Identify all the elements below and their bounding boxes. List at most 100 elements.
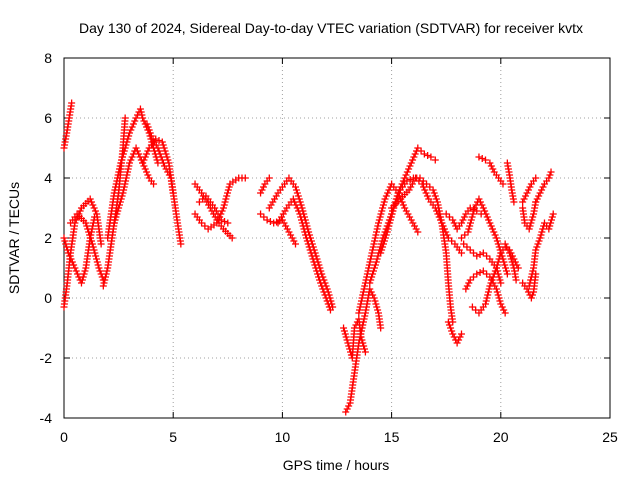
data-point [492, 234, 500, 242]
data-point [498, 303, 506, 311]
data-point [89, 243, 97, 251]
data-point [380, 237, 388, 245]
data-point [492, 264, 500, 272]
data-point [478, 155, 486, 162]
data-point [154, 144, 162, 152]
data-point [111, 216, 119, 224]
data-point [169, 189, 177, 197]
data-point [357, 300, 365, 308]
data-point [496, 297, 504, 305]
data-point [376, 213, 384, 221]
data-point [312, 264, 320, 272]
data-point [442, 228, 450, 236]
data-point [295, 195, 303, 203]
data-point [373, 225, 381, 233]
series-arc-36 [532, 168, 555, 206]
series-arc-24 [442, 204, 485, 233]
data-point [216, 213, 224, 221]
data-point [501, 240, 509, 248]
data-point [466, 246, 474, 254]
data-point [366, 279, 374, 287]
data-point [309, 255, 317, 263]
data-point [369, 246, 377, 254]
data-point [143, 168, 151, 176]
data-point [115, 201, 123, 209]
data-point [366, 258, 374, 266]
data-point [356, 333, 364, 341]
x-axis-label: GPS time / hours [283, 457, 390, 473]
series-arc-34 [519, 270, 540, 302]
data-point [140, 162, 148, 170]
data-point [260, 213, 268, 221]
data-point [545, 225, 553, 233]
data-point [512, 276, 520, 284]
data-point [304, 240, 312, 248]
data-point [486, 282, 494, 290]
data-point [292, 240, 300, 248]
data-point [534, 240, 542, 248]
data-point [432, 195, 440, 203]
chart-title: Day 130 of 2024, Sidereal Day-to-day VTE… [79, 20, 583, 36]
data-point [387, 213, 395, 221]
data-point [123, 171, 131, 179]
data-point [293, 189, 301, 197]
data-point [496, 276, 504, 284]
data-point [372, 258, 380, 266]
data-point [449, 216, 457, 224]
x-tick-label: 10 [275, 429, 291, 445]
data-point [385, 222, 393, 230]
data-point [221, 198, 229, 206]
data-point [140, 156, 148, 164]
data-point [103, 267, 111, 275]
data-point [217, 216, 225, 224]
data-point [482, 297, 490, 305]
data-point [471, 204, 479, 212]
data-point [525, 282, 533, 290]
data-point [87, 237, 95, 245]
data-point [132, 114, 140, 122]
data-point [359, 291, 367, 299]
data-point [365, 261, 373, 269]
data-point [424, 152, 432, 159]
data-point [355, 306, 363, 314]
data-point [546, 171, 554, 179]
data-point [195, 198, 203, 206]
data-point [490, 270, 498, 278]
data-point [292, 183, 300, 191]
grid-lines [64, 58, 610, 418]
data-point [158, 156, 166, 164]
data-point [361, 282, 369, 290]
series-arc-19 [355, 180, 422, 317]
data-point [545, 174, 553, 182]
data-point [128, 153, 136, 161]
data-point [497, 300, 505, 308]
x-tick-label: 5 [169, 429, 177, 445]
data-point [536, 234, 544, 242]
data-point [414, 228, 422, 236]
data-point [487, 162, 495, 170]
data-point [405, 165, 413, 173]
data-point [434, 210, 442, 218]
data-point [292, 201, 300, 209]
data-point [308, 252, 316, 260]
data-point [360, 315, 368, 323]
data-point [381, 195, 389, 203]
data-point [500, 306, 508, 314]
data-point [100, 279, 108, 287]
data-point [310, 258, 318, 266]
data-point [527, 219, 535, 227]
data-point [355, 339, 363, 347]
data-point [379, 201, 387, 209]
data-point [117, 159, 125, 167]
data-point [156, 150, 164, 158]
data-point [326, 306, 334, 314]
data-point [91, 213, 99, 221]
data-point [373, 228, 381, 236]
data-point [212, 207, 220, 215]
data-point [119, 153, 127, 161]
data-point [503, 270, 511, 278]
data-point [118, 192, 126, 200]
data-point [380, 198, 388, 206]
data-point [124, 168, 132, 176]
data-point [533, 243, 541, 251]
